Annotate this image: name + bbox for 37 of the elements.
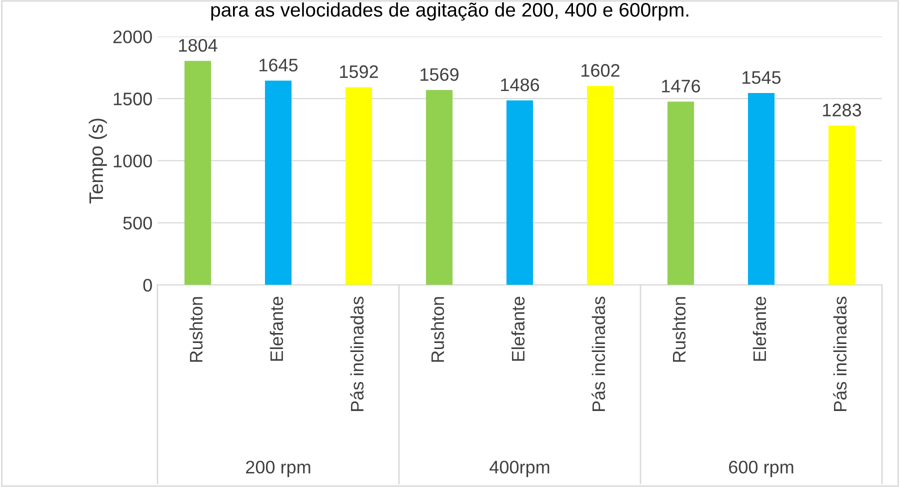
data-label: 1545 [742, 71, 781, 84]
x-tick-label: Elefante [511, 296, 525, 361]
x-tick-label: Rushton [430, 297, 444, 362]
bar [667, 102, 694, 285]
bar [426, 90, 453, 285]
bar [506, 100, 534, 285]
text: 400rpm [490, 460, 550, 478]
data-label: 1804 [179, 38, 218, 52]
data-label: 1602 [582, 64, 620, 77]
bar [828, 126, 856, 285]
x-tick-label: Pás inclinadas [833, 296, 847, 411]
text: 200 rpm [246, 460, 310, 478]
y-axis-title: Tempo (s) [88, 118, 107, 204]
data-label: 1645 [260, 58, 298, 72]
data-label: 1283 [823, 104, 862, 116]
bar [345, 87, 372, 285]
bar [748, 93, 775, 285]
y-tick-label: 2000 [113, 30, 152, 44]
bar [264, 80, 292, 285]
x-tick-label: Pás inclinadas [592, 296, 606, 411]
text: 600 rpm [729, 460, 794, 478]
y-tick-label: 1000 [114, 154, 152, 168]
x-tick-label: Elefante [270, 296, 284, 361]
bar [184, 60, 212, 285]
data-label: 1569 [420, 68, 458, 81]
x-tick-label: Elefante [752, 296, 766, 361]
x-tick-label: Pás inclinadas [350, 296, 364, 411]
data-label: 1476 [662, 80, 700, 92]
y-tick-label: 1500 [114, 92, 152, 106]
data-label: 1592 [340, 65, 378, 78]
bar [586, 86, 614, 285]
chart-title: para as velocidades de agitação de 200, 400 e 600rpm. [211, 2, 688, 21]
y-tick-label: 500 [123, 216, 152, 230]
x-tick-label: Rushton [672, 297, 686, 362]
x-tick-label: Rushton [189, 297, 203, 362]
data-label: 1486 [501, 78, 540, 92]
y-tick-label: 0 [143, 278, 152, 292]
